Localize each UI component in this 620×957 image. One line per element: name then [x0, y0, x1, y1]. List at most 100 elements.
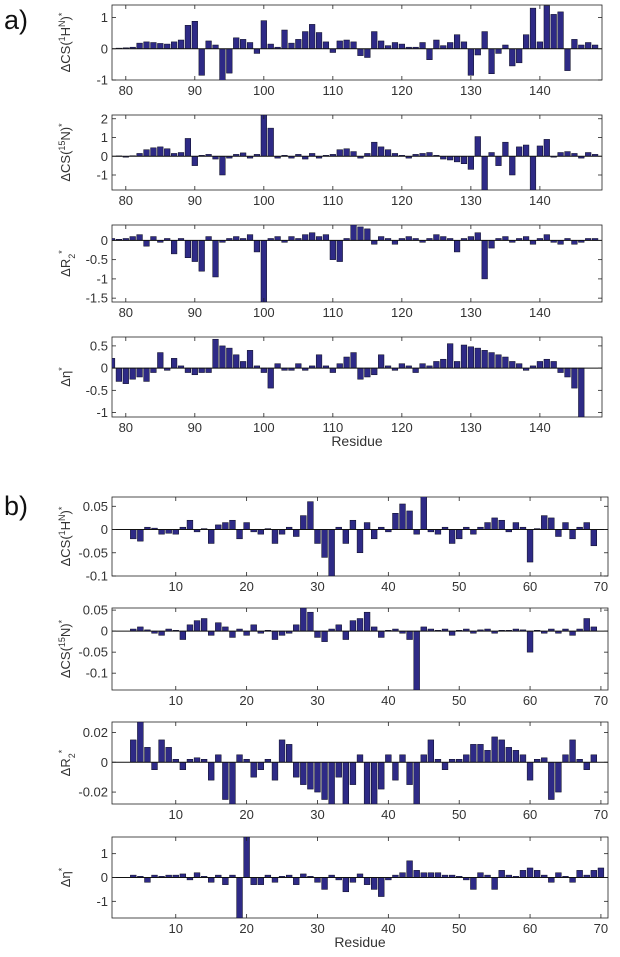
bar-residue-13 [193, 872, 201, 878]
bar-residue-145 [571, 39, 578, 49]
bar-residue-48 [441, 762, 449, 770]
bar-residue-43 [406, 630, 413, 640]
bar-residue-60 [526, 529, 534, 563]
bar-residue-119 [391, 240, 399, 245]
x-tick-label: 90 [188, 193, 202, 208]
bar-residue-129 [460, 344, 468, 369]
bar-residue-133 [488, 152, 495, 157]
bar-residue-145 [571, 240, 578, 245]
y-tick-label: -1.5 [86, 291, 108, 306]
bar-residue-136 [509, 48, 516, 67]
x-tick-label: 50 [452, 579, 466, 594]
bar-residue-113 [350, 352, 357, 369]
bar-residue-134 [495, 48, 502, 54]
bar-residue-20 [243, 837, 250, 878]
x-tick-label: 40 [381, 693, 395, 708]
bar-residue-111 [336, 240, 343, 262]
bar-residue-53 [477, 744, 484, 763]
bar-residue-136 [509, 156, 516, 176]
bar-residue-140 [536, 361, 543, 369]
bar-residue-27 [293, 624, 300, 632]
bar-residue-64 [555, 762, 562, 793]
x-tick-label: 80 [119, 193, 133, 208]
bar-residue-96 [233, 354, 240, 369]
bar-residue-127 [447, 42, 454, 49]
bar-residue-11 [179, 762, 187, 770]
bar-residue-44 [413, 630, 420, 690]
bar-residue-30 [314, 529, 321, 544]
bar-residue-99 [253, 240, 261, 253]
bar-residue-46 [427, 872, 435, 878]
bar-residue-118 [384, 149, 392, 157]
bar-residue-83 [143, 240, 150, 247]
bar-residue-135 [502, 44, 509, 49]
bar-residue-69 [590, 870, 597, 878]
bar-series [112, 338, 585, 417]
bar-residue-91 [198, 367, 205, 373]
bar-residue-129 [460, 41, 468, 49]
bar-residue-56 [498, 739, 505, 763]
bar-residue-16 [215, 524, 222, 530]
x-tick-label: 100 [253, 193, 275, 208]
x-tick-label: 60 [523, 921, 537, 936]
x-tick-label: 100 [253, 83, 275, 98]
bar-residue-8 [158, 529, 165, 535]
bar-residue-100 [260, 20, 267, 49]
chart-b-3: 10 20 30 40 50 60 70 -0.02 0 0.02 ΔR2* [57, 721, 609, 822]
bar-residue-63 [548, 517, 555, 530]
bar-residue-131 [474, 347, 481, 369]
y-tick-label: -0.05 [78, 545, 108, 560]
bar-residue-32 [328, 529, 335, 576]
bar-residue-55 [491, 877, 498, 890]
x-tick-label: 110 [322, 193, 343, 208]
x-tick-label: 20 [239, 807, 253, 822]
bar-residue-24 [271, 630, 279, 640]
bar-residue-34 [342, 529, 349, 544]
y-tick-label: 0 [101, 361, 108, 376]
bar-residue-19 [236, 529, 243, 540]
bar-residue-91 [198, 240, 205, 272]
bar-residue-18 [229, 762, 236, 804]
y-axis-label: Δη* [57, 867, 73, 887]
bar-residue-36 [356, 529, 364, 554]
bar-residue-110 [329, 367, 336, 373]
chart-a-4: 80 90 100 110 120 130 140 -1 -0.5 0 0.5 Δη* Residue [57, 336, 603, 449]
chart-a-3: 80 90 100 110 120 130 140 -1.5 -1 -0.5 0 ΔR2* [57, 224, 603, 320]
bar-residue-116 [371, 31, 378, 49]
bar-residue-141 [543, 234, 550, 241]
x-tick-label: 20 [239, 693, 253, 708]
bar-residue-52 [470, 744, 477, 763]
bar-residue-17 [222, 877, 229, 885]
bar-residue-125 [433, 234, 440, 241]
bar-residue-5 [137, 722, 144, 763]
bar-residue-113 [350, 41, 357, 49]
bar-residue-125 [433, 39, 440, 49]
bar-residue-63 [548, 762, 555, 800]
bar-residue-37 [363, 877, 371, 885]
panel-label-a: a) [4, 5, 29, 35]
x-tick-label: 10 [169, 807, 183, 822]
x-tick-label: 120 [391, 420, 413, 435]
bar-residue-83 [143, 149, 150, 157]
bar-residue-7 [151, 762, 158, 770]
x-tick-label: 30 [310, 579, 324, 594]
bar-residue-132 [481, 240, 488, 280]
bar-residue-58 [512, 750, 520, 763]
bar-residue-105 [295, 39, 302, 49]
bar-residue-32 [328, 762, 335, 804]
x-tick-label: 110 [322, 305, 343, 320]
bar-residue-29 [307, 501, 314, 530]
x-tick-label: 140 [529, 193, 551, 208]
y-tick-label: 1 [101, 846, 108, 861]
bar-residue-136 [509, 361, 516, 369]
bar-residue-117 [378, 40, 385, 49]
bar-residue-94 [219, 345, 226, 369]
bar-residue-68 [583, 762, 590, 770]
y-tick-label: -1 [96, 271, 108, 286]
bar-residue-108 [315, 32, 323, 49]
bar-residue-125 [433, 361, 440, 369]
x-tick-label: 110 [322, 420, 343, 435]
y-tick-label: -0.1 [86, 666, 108, 681]
bar-residue-148 [592, 44, 599, 49]
bar-residue-21 [250, 877, 257, 885]
